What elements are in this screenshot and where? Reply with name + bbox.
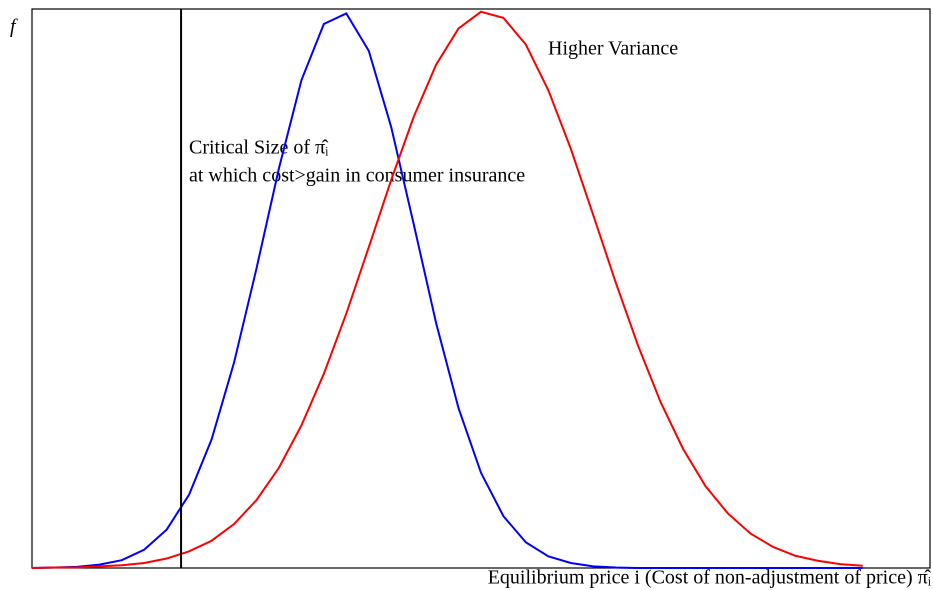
plot-frame xyxy=(31,8,931,569)
annotation: Critical Size of π̂ᵢ xyxy=(189,137,329,159)
y-axis-label: f xyxy=(10,16,18,38)
annotation: at which cost>gain in consumer insurance xyxy=(189,165,525,187)
series-line xyxy=(31,12,863,569)
series-line xyxy=(31,10,863,569)
annotation: Higher Variance xyxy=(548,38,678,60)
x-axis-label: Equilibrium price i (Cost of non-adjustm… xyxy=(488,567,932,589)
